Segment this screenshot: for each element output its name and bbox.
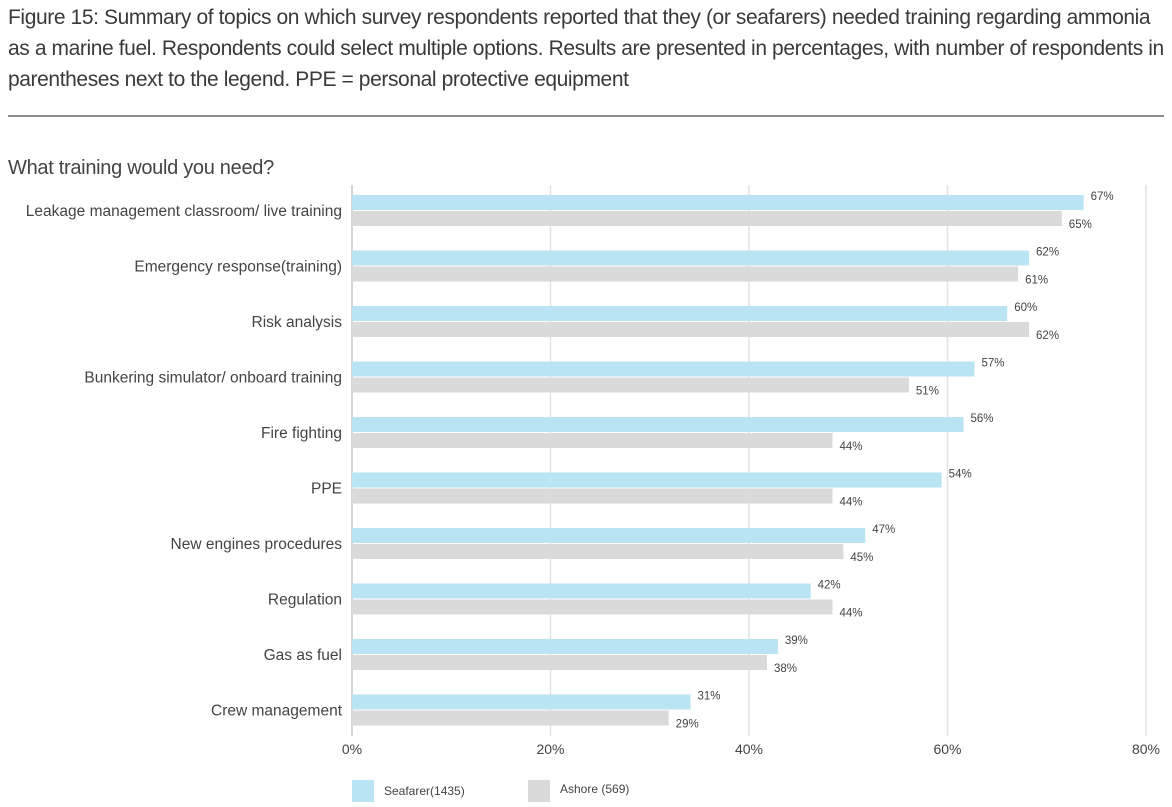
bar-ashore <box>352 710 669 726</box>
data-label: 44% <box>839 608 862 620</box>
bar-seafarer <box>352 361 975 377</box>
data-label: 56% <box>971 413 994 425</box>
bar-ashore <box>352 433 833 448</box>
bar-seafarer <box>352 306 1008 321</box>
data-label: 60% <box>1014 302 1037 314</box>
category-label: Bunkering simulator/ onboard training <box>84 370 342 387</box>
data-label: 42% <box>818 580 841 592</box>
category-label: Emergency response(training) <box>134 259 342 276</box>
bar-seafarer <box>352 195 1084 210</box>
bar-ashore <box>352 655 767 670</box>
bar-seafarer <box>352 639 778 654</box>
category-label: Gas as fuel <box>264 647 342 664</box>
legend-swatch-ashore <box>528 780 550 802</box>
bar-ashore <box>352 266 1019 282</box>
category-label: Leakage management classroom/ live train… <box>26 203 342 220</box>
data-label: 38% <box>774 663 797 675</box>
bar-ashore <box>352 322 1030 337</box>
data-label: 65% <box>1069 219 1092 231</box>
data-label: 39% <box>785 635 808 647</box>
bar-ashore <box>352 211 1062 226</box>
bar-ashore <box>352 377 909 393</box>
data-label: 57% <box>981 358 1004 370</box>
bar-seafarer <box>352 417 964 432</box>
data-label: 45% <box>850 552 873 564</box>
data-label: 44% <box>839 441 862 453</box>
bar-seafarer <box>352 583 811 599</box>
data-label: 44% <box>839 497 862 509</box>
bar-chart: 0% 20% 40% 60% 80% Leakage management classro… <box>26 185 1160 757</box>
data-label: 54% <box>949 469 972 481</box>
chart-title: What training would you need? <box>8 157 274 179</box>
category-label: Regulation <box>268 592 342 609</box>
data-label: 47% <box>872 524 895 536</box>
bar-ashore <box>352 544 844 559</box>
bar-seafarer <box>352 250 1030 266</box>
bar-seafarer <box>352 694 691 710</box>
category-label: Fire fighting <box>261 425 342 442</box>
data-label: 67% <box>1091 191 1114 203</box>
category-label: New engines procedures <box>171 536 343 553</box>
data-label: 31% <box>698 691 721 703</box>
category-label: Risk analysis <box>252 314 343 331</box>
legend-swatch-seafarer <box>352 780 374 802</box>
x-tick-label: 0% <box>342 741 362 757</box>
x-tick-label: 80% <box>1132 741 1160 757</box>
data-label: 61% <box>1025 275 1048 287</box>
figure-caption: Figure 15: Summary of topics on which su… <box>8 6 1164 91</box>
legend-label-ashore: Ashore (569) <box>560 782 630 796</box>
data-label: 62% <box>1036 247 1059 259</box>
bar-ashore <box>352 488 833 504</box>
data-label: 29% <box>676 719 699 731</box>
bar-seafarer <box>352 472 942 488</box>
data-label: 51% <box>916 386 939 398</box>
bar-ashore <box>352 599 833 615</box>
category-label: PPE <box>311 481 342 498</box>
x-tick-label: 40% <box>735 741 763 757</box>
divider <box>8 115 1164 117</box>
legend-label-seafarer: Seafarer(1435) <box>384 784 465 798</box>
x-tick-label: 20% <box>536 741 564 757</box>
bar-seafarer <box>352 528 866 543</box>
category-label: Crew management <box>211 703 343 720</box>
data-label: 62% <box>1036 330 1059 342</box>
x-tick-label: 60% <box>933 741 961 757</box>
